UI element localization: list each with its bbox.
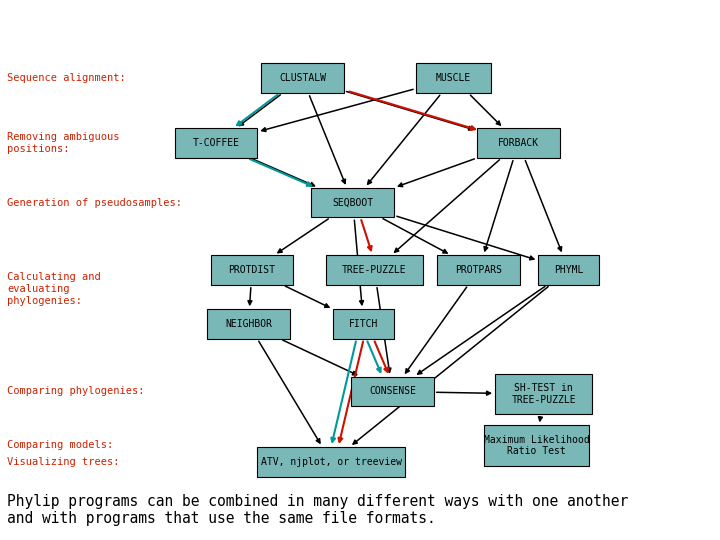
Text: PROTPARS: PROTPARS (455, 265, 503, 275)
Text: PROTDIST: PROTDIST (228, 265, 276, 275)
Text: NEIGHBOR: NEIGHBOR (225, 319, 272, 329)
FancyBboxPatch shape (333, 309, 395, 339)
FancyBboxPatch shape (261, 63, 344, 93)
Text: FORBACK: FORBACK (498, 138, 539, 148)
Text: ATV, njplot, or treeview: ATV, njplot, or treeview (261, 457, 402, 467)
FancyBboxPatch shape (416, 63, 491, 93)
Text: Removing ambiguous
positions:: Removing ambiguous positions: (7, 132, 120, 154)
FancyBboxPatch shape (210, 255, 294, 285)
FancyBboxPatch shape (351, 377, 433, 406)
Text: FITCH: FITCH (349, 319, 378, 329)
Text: Generation of pseudosamples:: Generation of pseudosamples: (7, 198, 182, 207)
Text: CONSENSE: CONSENSE (369, 387, 416, 396)
Text: MUSCLE: MUSCLE (436, 73, 471, 83)
Text: TREE-PUZZLE: TREE-PUZZLE (342, 265, 407, 275)
FancyBboxPatch shape (174, 128, 258, 158)
FancyBboxPatch shape (495, 374, 593, 415)
FancyBboxPatch shape (484, 426, 589, 465)
Text: PHYML: PHYML (554, 265, 583, 275)
Text: CLUSTALW: CLUSTALW (279, 73, 326, 83)
FancyBboxPatch shape (311, 187, 395, 217)
Text: Phylip programs can be combined in many different ways with one another
and with: Phylip programs can be combined in many … (7, 494, 629, 526)
Text: SEQBOOT: SEQBOOT (332, 198, 374, 207)
FancyBboxPatch shape (207, 309, 289, 339)
FancyBboxPatch shape (539, 255, 599, 285)
Text: Calculating and
evaluating
phylogenies:: Calculating and evaluating phylogenies: (7, 272, 101, 306)
Text: Maximum Likelihood
Ratio Test: Maximum Likelihood Ratio Test (484, 435, 589, 456)
Text: Visualizing trees:: Visualizing trees: (7, 457, 120, 467)
FancyBboxPatch shape (258, 447, 405, 477)
Text: T-COFFEE: T-COFFEE (192, 138, 240, 148)
FancyBboxPatch shape (325, 255, 423, 285)
Text: Comparing models:: Comparing models: (7, 441, 114, 450)
FancyBboxPatch shape (477, 128, 560, 158)
Text: SH-TEST in
TREE-PUZZLE: SH-TEST in TREE-PUZZLE (511, 383, 576, 405)
Text: Sequence alignment:: Sequence alignment: (7, 73, 126, 83)
Text: Comparing phylogenies:: Comparing phylogenies: (7, 387, 145, 396)
FancyBboxPatch shape (438, 255, 521, 285)
